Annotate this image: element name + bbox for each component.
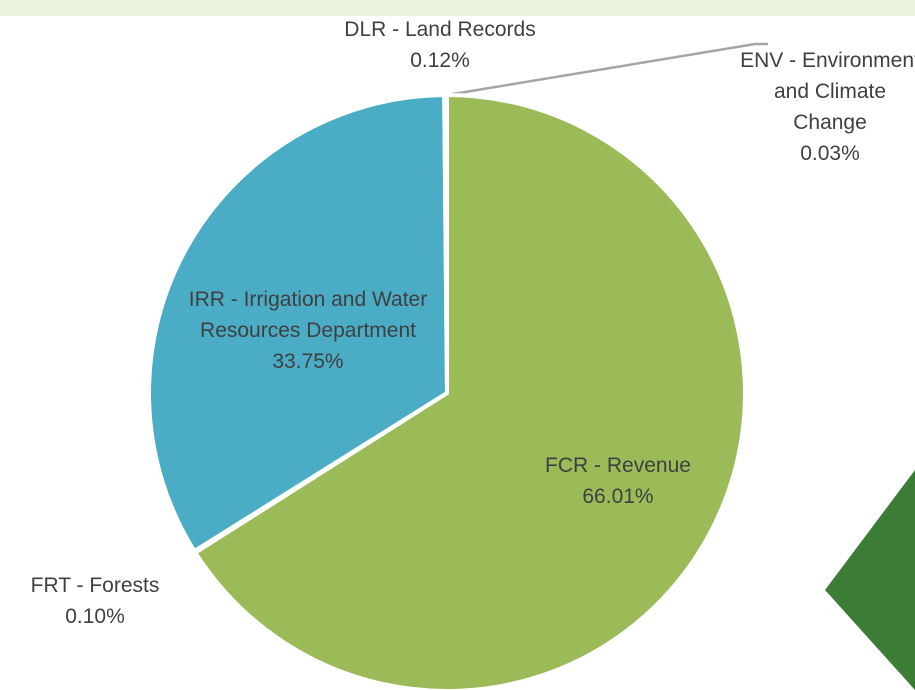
pie-slice (444, 92, 449, 395)
value-label: 33.75% (272, 350, 344, 373)
category-label: ENV - Environment and Climate Change (740, 49, 915, 134)
category-label: IRR - Irrigation and Water Resources Dep… (188, 288, 428, 342)
value-label: 0.12% (410, 49, 470, 72)
leader-line (446, 42, 768, 97)
value-label: 0.10% (65, 605, 125, 628)
slice-label: IRR - Irrigation and Water Resources Dep… (170, 284, 446, 377)
top-band (0, 0, 915, 16)
value-label: 66.01% (582, 485, 654, 508)
category-label: DLR - Land Records (344, 18, 536, 41)
pie-slice (193, 93, 747, 690)
slice-label: ENV - Environment and Climate Change 0.03… (740, 45, 915, 169)
slice-label: FCR - Revenue 66.01% (500, 450, 736, 512)
corner-shape (825, 470, 915, 690)
slice-label: FRT - Forests 0.10% (0, 570, 190, 632)
category-label: FCR - Revenue (545, 454, 691, 477)
pie (147, 92, 747, 690)
slice-label: DLR - Land Records 0.12% (290, 14, 590, 76)
pie-slice (147, 93, 449, 554)
category-label: FRT - Forests (30, 574, 160, 597)
value-label: 0.03% (800, 142, 860, 165)
